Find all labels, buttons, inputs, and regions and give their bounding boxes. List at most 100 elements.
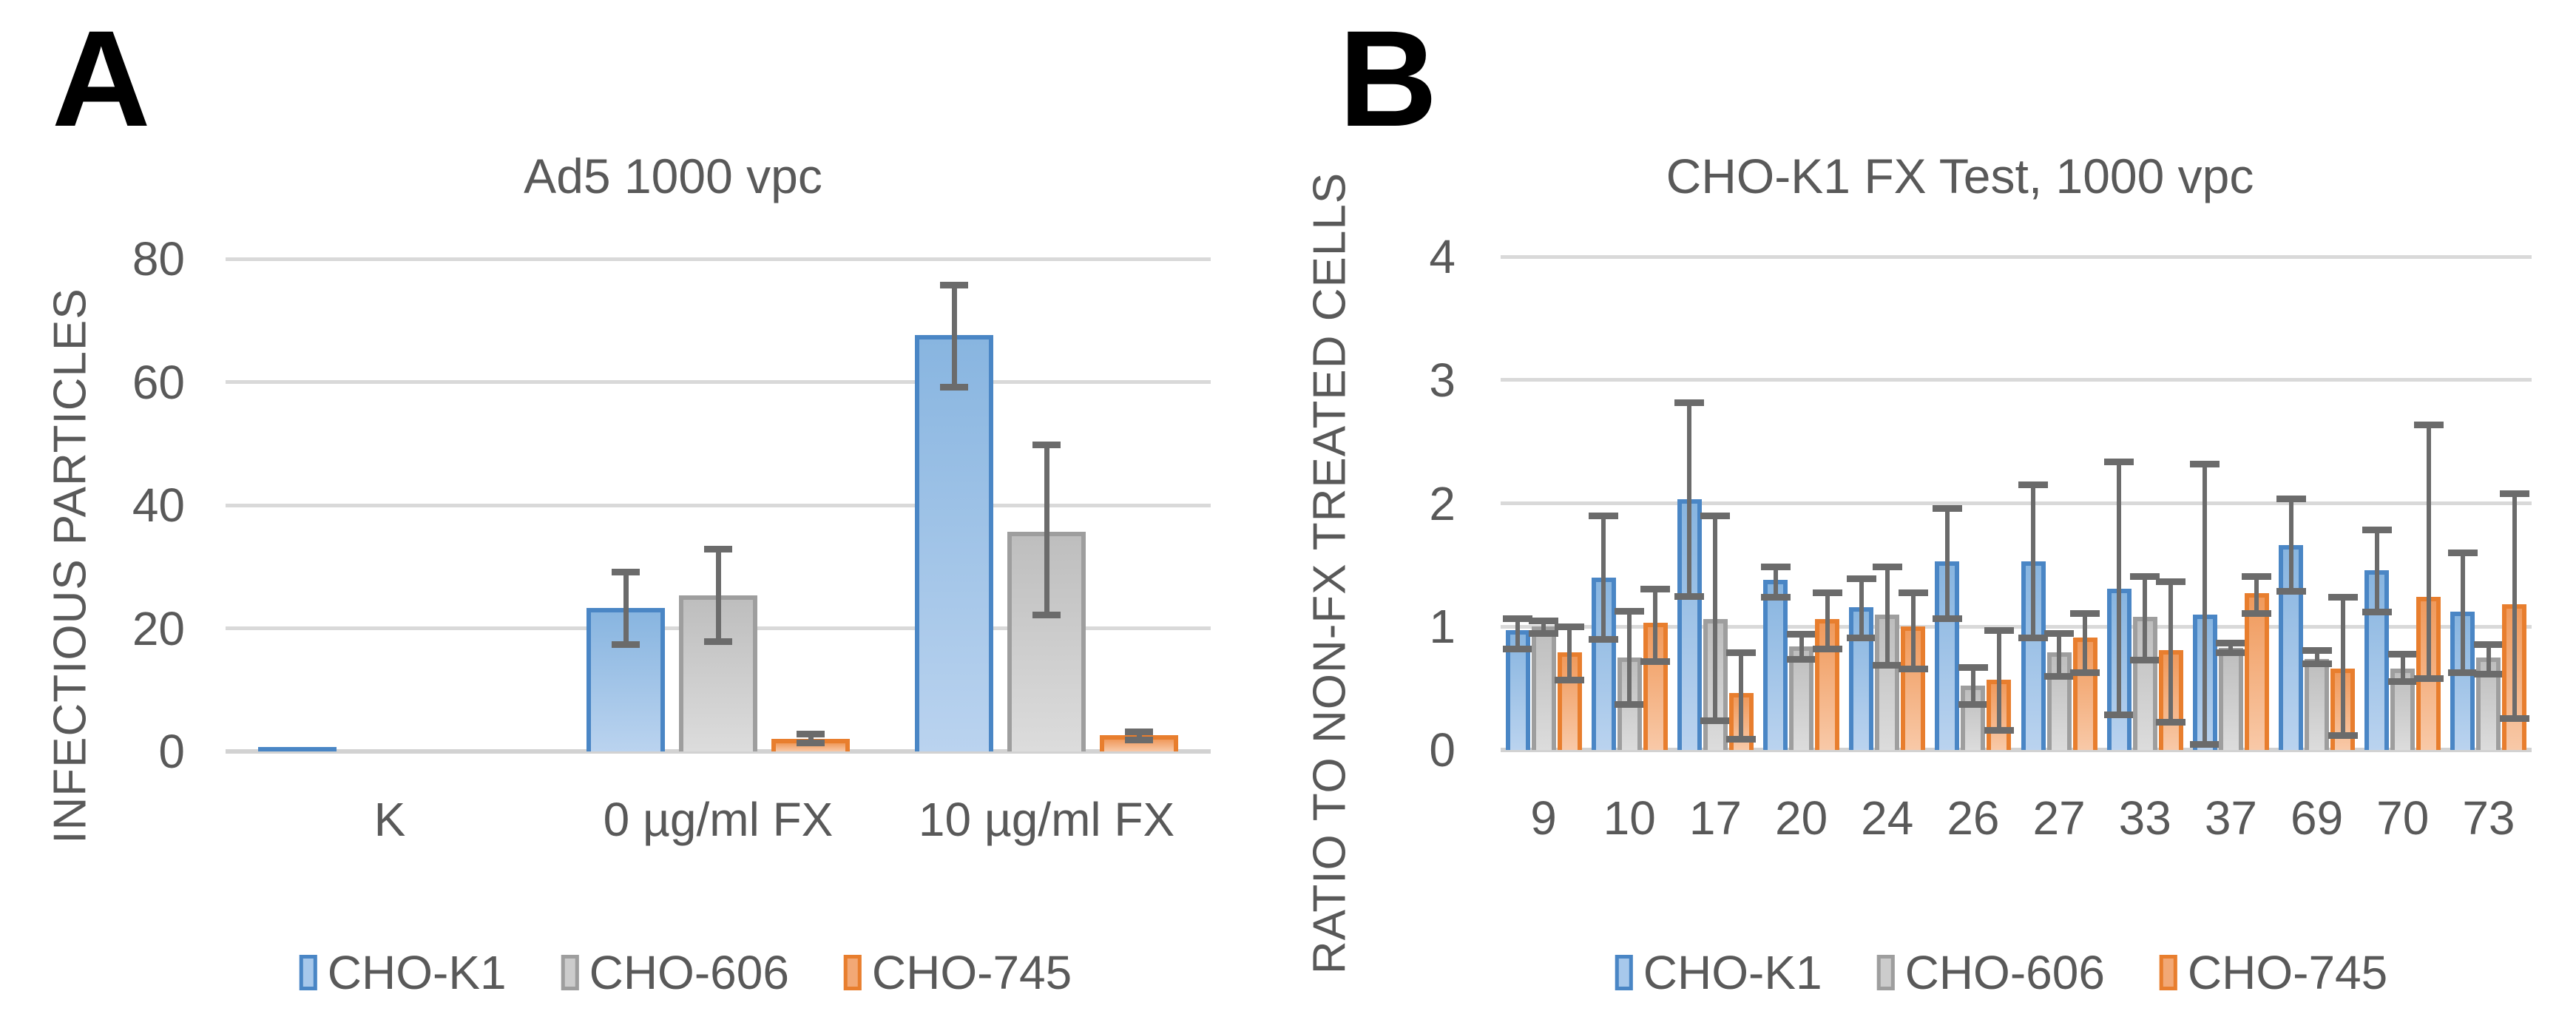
error-bar-stem xyxy=(1601,516,1606,639)
gridline xyxy=(1501,501,2532,505)
error-bar-cap-bottom xyxy=(1700,717,1731,724)
error-bar-cap-top xyxy=(2473,640,2504,648)
error-bar-cap-top xyxy=(1032,442,1061,449)
error-bar-cap-top xyxy=(1529,617,1559,624)
y-tick-label: 1 xyxy=(1429,600,1456,654)
panel-b-chart-title: CHO-K1 FX Test, 1000 vpc xyxy=(1666,149,2254,203)
error-bar-cap-bottom xyxy=(1872,661,1902,669)
error-bar-cap-top xyxy=(1812,589,1842,596)
legend-swatch-icon xyxy=(1876,955,1895,990)
error-bar-cap-bottom xyxy=(1125,737,1153,744)
bar-cho-606 xyxy=(1789,646,1814,750)
error-bar-cap-top xyxy=(2190,461,2220,468)
legend-item-cho-k1: CHO-K1 xyxy=(1615,945,1822,1000)
error-bar-cap-top xyxy=(2413,421,2444,428)
error-bar-cap-top xyxy=(704,546,732,553)
error-bar-stem xyxy=(1687,402,1692,596)
error-bar-cap-bottom xyxy=(2447,669,2478,676)
error-bar-stem xyxy=(2168,581,2174,722)
error-bar-stem xyxy=(808,733,814,743)
error-bar-stem xyxy=(2254,575,2259,613)
category-label: 0 µg/ml FX xyxy=(603,793,834,846)
error-bar-stem xyxy=(1515,618,1521,649)
error-bar-cap-bottom xyxy=(1615,701,1645,709)
error-bar-cap-top xyxy=(1726,649,1757,657)
legend-item-cho-606: CHO-606 xyxy=(1876,945,2105,1000)
error-bar-cap-bottom xyxy=(797,739,825,746)
error-bar-cap-top xyxy=(1555,623,1585,631)
bar-cho-745 xyxy=(1557,652,1582,750)
error-bar-stem xyxy=(1541,620,1546,633)
category-label: 70 xyxy=(2376,791,2430,845)
error-bar-cap-bottom xyxy=(1529,629,1559,637)
error-bar-stem xyxy=(1970,667,1975,705)
error-bar-cap-bottom xyxy=(2327,731,2358,739)
legend-swatch-icon xyxy=(843,955,862,990)
error-bar-cap-top xyxy=(1700,513,1731,520)
gridline xyxy=(226,380,1211,384)
error-bar-cap-bottom xyxy=(1503,646,1533,653)
bar-cho-k1 xyxy=(1763,579,1788,750)
error-bar-cap-top xyxy=(2499,490,2529,498)
error-bar-stem xyxy=(1739,652,1744,739)
error-bar-cap-top xyxy=(2387,650,2418,658)
y-tick-label: 40 xyxy=(132,479,185,532)
error-bar-cap-bottom xyxy=(1984,727,2014,734)
bar-cho-606 xyxy=(1531,626,1556,750)
error-bar-stem xyxy=(2117,461,2122,714)
error-bar-cap-top xyxy=(1984,627,2014,635)
legend-label: CHO-606 xyxy=(1904,946,2105,999)
legend-label: CHO-745 xyxy=(871,946,1072,999)
error-bar-cap-bottom xyxy=(1726,735,1757,743)
error-bar-cap-top xyxy=(2362,526,2392,533)
category-label: K xyxy=(373,793,406,846)
legend-item-cho-745: CHO-745 xyxy=(2159,945,2388,1000)
category-label: 10 µg/ml FX xyxy=(918,793,1175,846)
error-bar-stem xyxy=(1944,508,1950,618)
gridline xyxy=(1501,378,2532,382)
legend-label: CHO-745 xyxy=(2187,946,2388,999)
panel-a-letter: A xyxy=(52,3,151,155)
error-bar-cap-bottom xyxy=(2362,609,2392,616)
gridline xyxy=(1501,254,2532,259)
error-bar-cap-top xyxy=(1958,664,1988,672)
error-bar-cap-top xyxy=(2018,481,2049,489)
error-bar-cap-top xyxy=(1846,575,1876,583)
error-bar-stem xyxy=(2340,597,2345,735)
legend-label: CHO-606 xyxy=(589,946,789,999)
error-bar-cap-bottom xyxy=(1032,612,1061,619)
error-bar-cap-top xyxy=(1760,563,1791,570)
y-tick-label: 0 xyxy=(158,725,185,778)
error-bar-cap-bottom xyxy=(2156,718,2186,726)
category-label: 24 xyxy=(1861,791,1914,845)
error-bar-cap-bottom xyxy=(612,641,640,649)
panel-b-y-axis-title: RATIO TO NON-FX TREATED CELLS xyxy=(1304,172,1356,975)
error-bar-stem xyxy=(2460,552,2465,672)
y-tick-label: 0 xyxy=(1429,723,1456,777)
bar-cho-k1 xyxy=(258,747,337,752)
error-bar-stem xyxy=(1799,634,1804,659)
error-bar-cap-bottom xyxy=(2413,675,2444,683)
error-bar-cap-top xyxy=(2327,594,2358,601)
error-bar-cap-top xyxy=(2130,572,2160,580)
y-tick-label: 60 xyxy=(132,355,185,409)
category-label: 69 xyxy=(2290,791,2344,845)
error-bar-cap-bottom xyxy=(704,638,732,645)
error-bar-cap-top xyxy=(2156,578,2186,585)
error-bar-stem xyxy=(1773,566,1778,598)
legend-swatch-icon xyxy=(561,955,579,990)
error-bar-cap-top xyxy=(1872,563,1902,570)
category-label: 9 xyxy=(1530,791,1557,845)
error-bar-cap-top xyxy=(2447,550,2478,557)
error-bar-stem xyxy=(1567,626,1572,680)
error-bar-stem xyxy=(2057,632,2062,676)
error-bar-cap-bottom xyxy=(2130,657,2160,664)
error-bar-stem xyxy=(951,284,957,388)
error-bar-cap-top xyxy=(1898,589,1928,596)
error-bar-cap-top xyxy=(1640,585,1671,592)
category-label: 37 xyxy=(2204,791,2257,845)
error-bar-stem xyxy=(2400,653,2405,681)
error-bar-stem xyxy=(2288,498,2293,591)
error-bar-cap-top xyxy=(1786,631,1816,638)
x-axis-line xyxy=(1501,748,2532,752)
